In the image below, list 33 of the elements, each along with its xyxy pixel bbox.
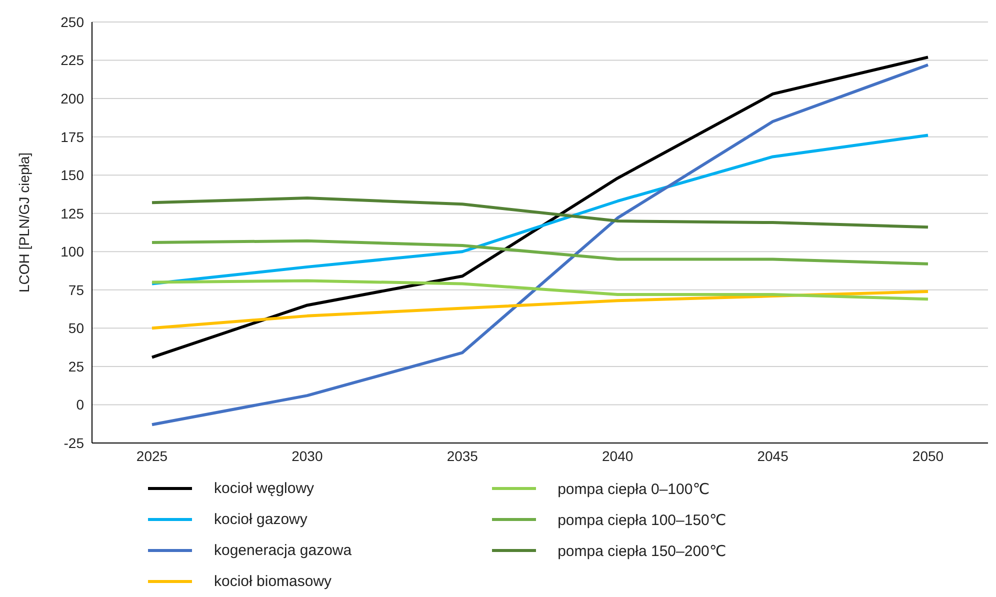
y-tick-label: 200 (60, 90, 84, 107)
legend-label: kogeneracja gazowa (214, 542, 352, 559)
y-tick-label: -25 (64, 434, 84, 451)
x-tick-label: 2045 (757, 448, 789, 464)
y-tick-label: 175 (60, 128, 84, 145)
x-tick-label: 2050 (912, 448, 944, 464)
line-series (150, 134, 930, 286)
line-series (150, 196, 930, 229)
x-tick-label: 2035 (446, 448, 478, 464)
y-tick-label: 0 (76, 396, 84, 413)
legend-label: kocioł biomasowy (214, 573, 332, 590)
legend-label: pompa ciepła 100–150℃ (558, 510, 726, 528)
y-tick-label: 100 (60, 244, 84, 260)
line-series (150, 290, 930, 330)
y-tick-label: 25 (68, 358, 84, 374)
y-tick-label: 150 (60, 167, 84, 184)
y-tick-label: 50 (68, 320, 84, 336)
legend-label: kocioł węglowy (214, 480, 314, 497)
y-tick-label: 250 (60, 14, 84, 30)
y-axis-title: LCOH [PLN/GJ ciepła] (16, 152, 32, 292)
legend-label: pompa ciepła 150–200℃ (558, 542, 726, 560)
y-tick-label: 225 (60, 52, 84, 68)
line-series (150, 56, 930, 359)
legend-label: pompa ciepła 0–100℃ (558, 480, 710, 498)
x-tick-label: 2030 (292, 448, 323, 464)
line-series (150, 279, 930, 301)
legend-label: kocioł gazowy (214, 511, 308, 528)
line-series (150, 63, 930, 426)
x-tick-label: 2040 (602, 448, 634, 464)
line-series (150, 239, 930, 266)
y-tick-label: 125 (60, 205, 84, 222)
y-tick-label: 75 (68, 282, 84, 298)
x-tick-label: 2025 (136, 448, 168, 464)
